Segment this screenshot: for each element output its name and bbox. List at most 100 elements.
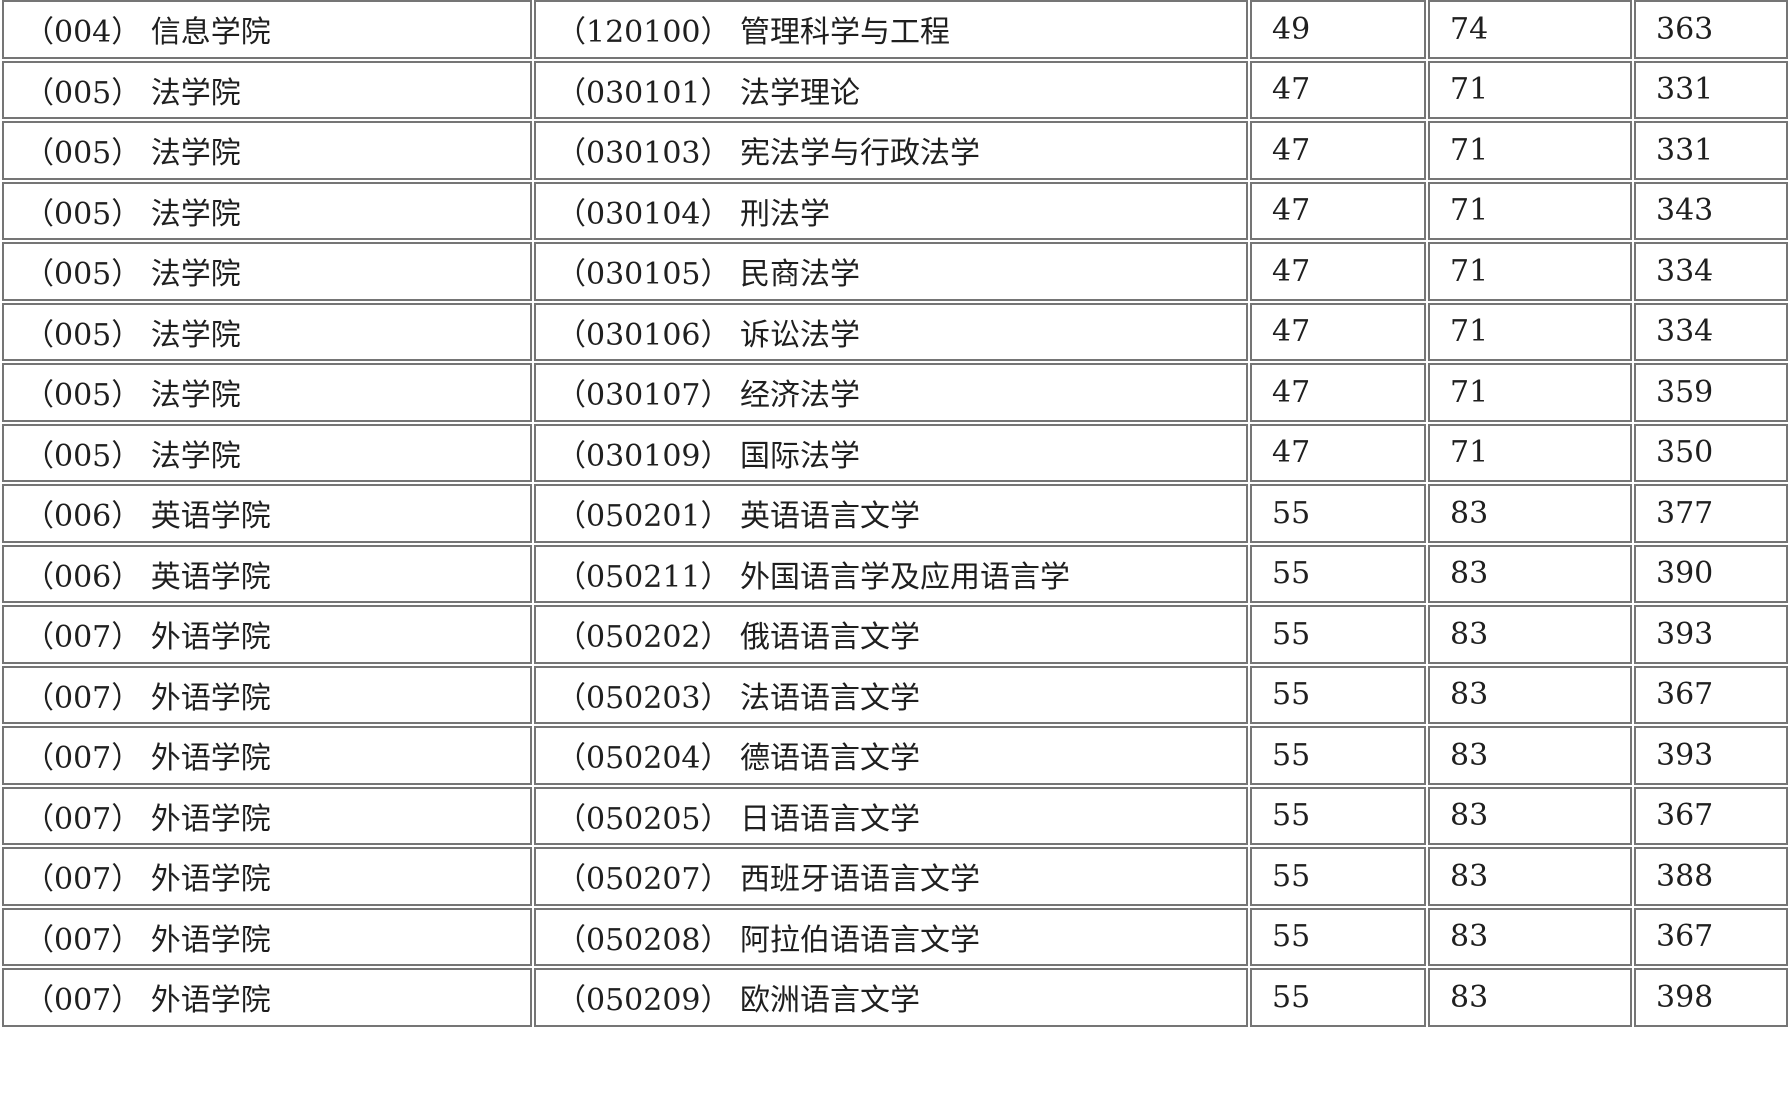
cell-major: （120100） 管理科学与工程 bbox=[534, 0, 1248, 59]
cell-score_total: 334 bbox=[1634, 302, 1788, 361]
cell-score_single: 47 bbox=[1250, 302, 1426, 361]
cell-score_total: 331 bbox=[1634, 60, 1788, 119]
cell-score_course: 71 bbox=[1428, 242, 1632, 301]
cell-major: （050207） 西班牙语语言文学 bbox=[534, 847, 1248, 906]
cell-college: （006） 英语学院 bbox=[2, 484, 532, 543]
cell-score_course: 83 bbox=[1428, 544, 1632, 603]
cell-score_total: 331 bbox=[1634, 121, 1788, 180]
cell-score_total: 367 bbox=[1634, 786, 1788, 845]
cell-score_single: 47 bbox=[1250, 363, 1426, 422]
table-row: （007） 外语学院 （050204） 德语语言文学 55 83 393 bbox=[2, 726, 1788, 785]
cell-major: （050202） 俄语语言文学 bbox=[534, 605, 1248, 664]
cell-score_total: 359 bbox=[1634, 363, 1788, 422]
cell-score_total: 388 bbox=[1634, 847, 1788, 906]
cell-score_course: 83 bbox=[1428, 968, 1632, 1027]
cell-major: （050201） 英语语言文学 bbox=[534, 484, 1248, 543]
cell-score_course: 71 bbox=[1428, 363, 1632, 422]
cell-score_single: 55 bbox=[1250, 544, 1426, 603]
scores-table: （004） 信息学院 （120100） 管理科学与工程 49 74 363 （005） 法… bbox=[0, 0, 1790, 1029]
cell-score_course: 83 bbox=[1428, 847, 1632, 906]
cell-score_total: 393 bbox=[1634, 605, 1788, 664]
cell-score_single: 55 bbox=[1250, 786, 1426, 845]
cell-college: （007） 外语学院 bbox=[2, 968, 532, 1027]
table-row: （007） 外语学院 （050203） 法语语言文学 55 83 367 bbox=[2, 665, 1788, 724]
table-row: （005） 法学院 （030104） 刑法学 47 71 343 bbox=[2, 181, 1788, 240]
cell-major: （030101） 法学理论 bbox=[534, 60, 1248, 119]
cell-score_single: 55 bbox=[1250, 907, 1426, 966]
cell-major: （030107） 经济法学 bbox=[534, 363, 1248, 422]
cell-college: （007） 外语学院 bbox=[2, 605, 532, 664]
cell-score_course: 83 bbox=[1428, 605, 1632, 664]
cell-college: （007） 外语学院 bbox=[2, 665, 532, 724]
cell-score_course: 71 bbox=[1428, 302, 1632, 361]
cell-score_single: 47 bbox=[1250, 60, 1426, 119]
cell-score_total: 334 bbox=[1634, 242, 1788, 301]
cell-score_single: 47 bbox=[1250, 423, 1426, 482]
cell-score_course: 83 bbox=[1428, 907, 1632, 966]
cell-score_single: 47 bbox=[1250, 121, 1426, 180]
cell-major: （030104） 刑法学 bbox=[534, 181, 1248, 240]
cell-score_course: 83 bbox=[1428, 484, 1632, 543]
table-row: （007） 外语学院 （050209） 欧洲语言文学 55 83 398 bbox=[2, 968, 1788, 1027]
cell-score_single: 47 bbox=[1250, 242, 1426, 301]
cell-score_single: 55 bbox=[1250, 968, 1426, 1027]
cell-score_single: 55 bbox=[1250, 847, 1426, 906]
cell-score_course: 83 bbox=[1428, 786, 1632, 845]
cell-college: （007） 外语学院 bbox=[2, 847, 532, 906]
cell-score_single: 49 bbox=[1250, 0, 1426, 59]
cell-score_single: 55 bbox=[1250, 726, 1426, 785]
cell-college: （005） 法学院 bbox=[2, 60, 532, 119]
cell-score_total: 367 bbox=[1634, 907, 1788, 966]
cell-score_course: 71 bbox=[1428, 423, 1632, 482]
table-row: （005） 法学院 （030103） 宪法学与行政法学 47 71 331 bbox=[2, 121, 1788, 180]
cell-college: （007） 外语学院 bbox=[2, 726, 532, 785]
cell-score_total: 343 bbox=[1634, 181, 1788, 240]
cell-score_total: 377 bbox=[1634, 484, 1788, 543]
cell-major: （050208） 阿拉伯语语言文学 bbox=[534, 907, 1248, 966]
cell-score_course: 83 bbox=[1428, 726, 1632, 785]
cell-college: （005） 法学院 bbox=[2, 302, 532, 361]
table-row: （007） 外语学院 （050205） 日语语言文学 55 83 367 bbox=[2, 786, 1788, 845]
cell-score_course: 83 bbox=[1428, 665, 1632, 724]
table-row: （007） 外语学院 （050207） 西班牙语语言文学 55 83 388 bbox=[2, 847, 1788, 906]
cell-major: （030105） 民商法学 bbox=[534, 242, 1248, 301]
cell-score_single: 47 bbox=[1250, 181, 1426, 240]
cell-major: （030106） 诉讼法学 bbox=[534, 302, 1248, 361]
cell-major: （050203） 法语语言文学 bbox=[534, 665, 1248, 724]
cell-score_course: 71 bbox=[1428, 181, 1632, 240]
table-row: （007） 外语学院 （050208） 阿拉伯语语言文学 55 83 367 bbox=[2, 907, 1788, 966]
cell-score_total: 393 bbox=[1634, 726, 1788, 785]
cell-score_total: 350 bbox=[1634, 423, 1788, 482]
cell-college: （007） 外语学院 bbox=[2, 786, 532, 845]
table-row: （007） 外语学院 （050202） 俄语语言文学 55 83 393 bbox=[2, 605, 1788, 664]
cell-score_course: 71 bbox=[1428, 60, 1632, 119]
cell-college: （007） 外语学院 bbox=[2, 907, 532, 966]
cell-score_single: 55 bbox=[1250, 665, 1426, 724]
cell-college: （005） 法学院 bbox=[2, 181, 532, 240]
cell-score_single: 55 bbox=[1250, 484, 1426, 543]
cell-score_total: 363 bbox=[1634, 0, 1788, 59]
cell-major: （050205） 日语语言文学 bbox=[534, 786, 1248, 845]
cell-major: （050211） 外国语言学及应用语言学 bbox=[534, 544, 1248, 603]
cell-major: （050204） 德语语言文学 bbox=[534, 726, 1248, 785]
table-row: （005） 法学院 （030106） 诉讼法学 47 71 334 bbox=[2, 302, 1788, 361]
cell-college: （005） 法学院 bbox=[2, 242, 532, 301]
cell-score_single: 55 bbox=[1250, 605, 1426, 664]
cell-score_total: 398 bbox=[1634, 968, 1788, 1027]
cell-college: （004） 信息学院 bbox=[2, 0, 532, 59]
cell-college: （006） 英语学院 bbox=[2, 544, 532, 603]
table-row: （005） 法学院 （030101） 法学理论 47 71 331 bbox=[2, 60, 1788, 119]
cell-college: （005） 法学院 bbox=[2, 121, 532, 180]
cell-score_total: 367 bbox=[1634, 665, 1788, 724]
table-row: （005） 法学院 （030107） 经济法学 47 71 359 bbox=[2, 363, 1788, 422]
cell-score_total: 390 bbox=[1634, 544, 1788, 603]
table-row: （005） 法学院 （030105） 民商法学 47 71 334 bbox=[2, 242, 1788, 301]
cell-college: （005） 法学院 bbox=[2, 363, 532, 422]
cell-major: （050209） 欧洲语言文学 bbox=[534, 968, 1248, 1027]
cell-major: （030103） 宪法学与行政法学 bbox=[534, 121, 1248, 180]
cell-score_course: 71 bbox=[1428, 121, 1632, 180]
table-row: （004） 信息学院 （120100） 管理科学与工程 49 74 363 bbox=[2, 0, 1788, 59]
table-row: （006） 英语学院 （050211） 外国语言学及应用语言学 55 83 390 bbox=[2, 544, 1788, 603]
table-row: （005） 法学院 （030109） 国际法学 47 71 350 bbox=[2, 423, 1788, 482]
cell-college: （005） 法学院 bbox=[2, 423, 532, 482]
